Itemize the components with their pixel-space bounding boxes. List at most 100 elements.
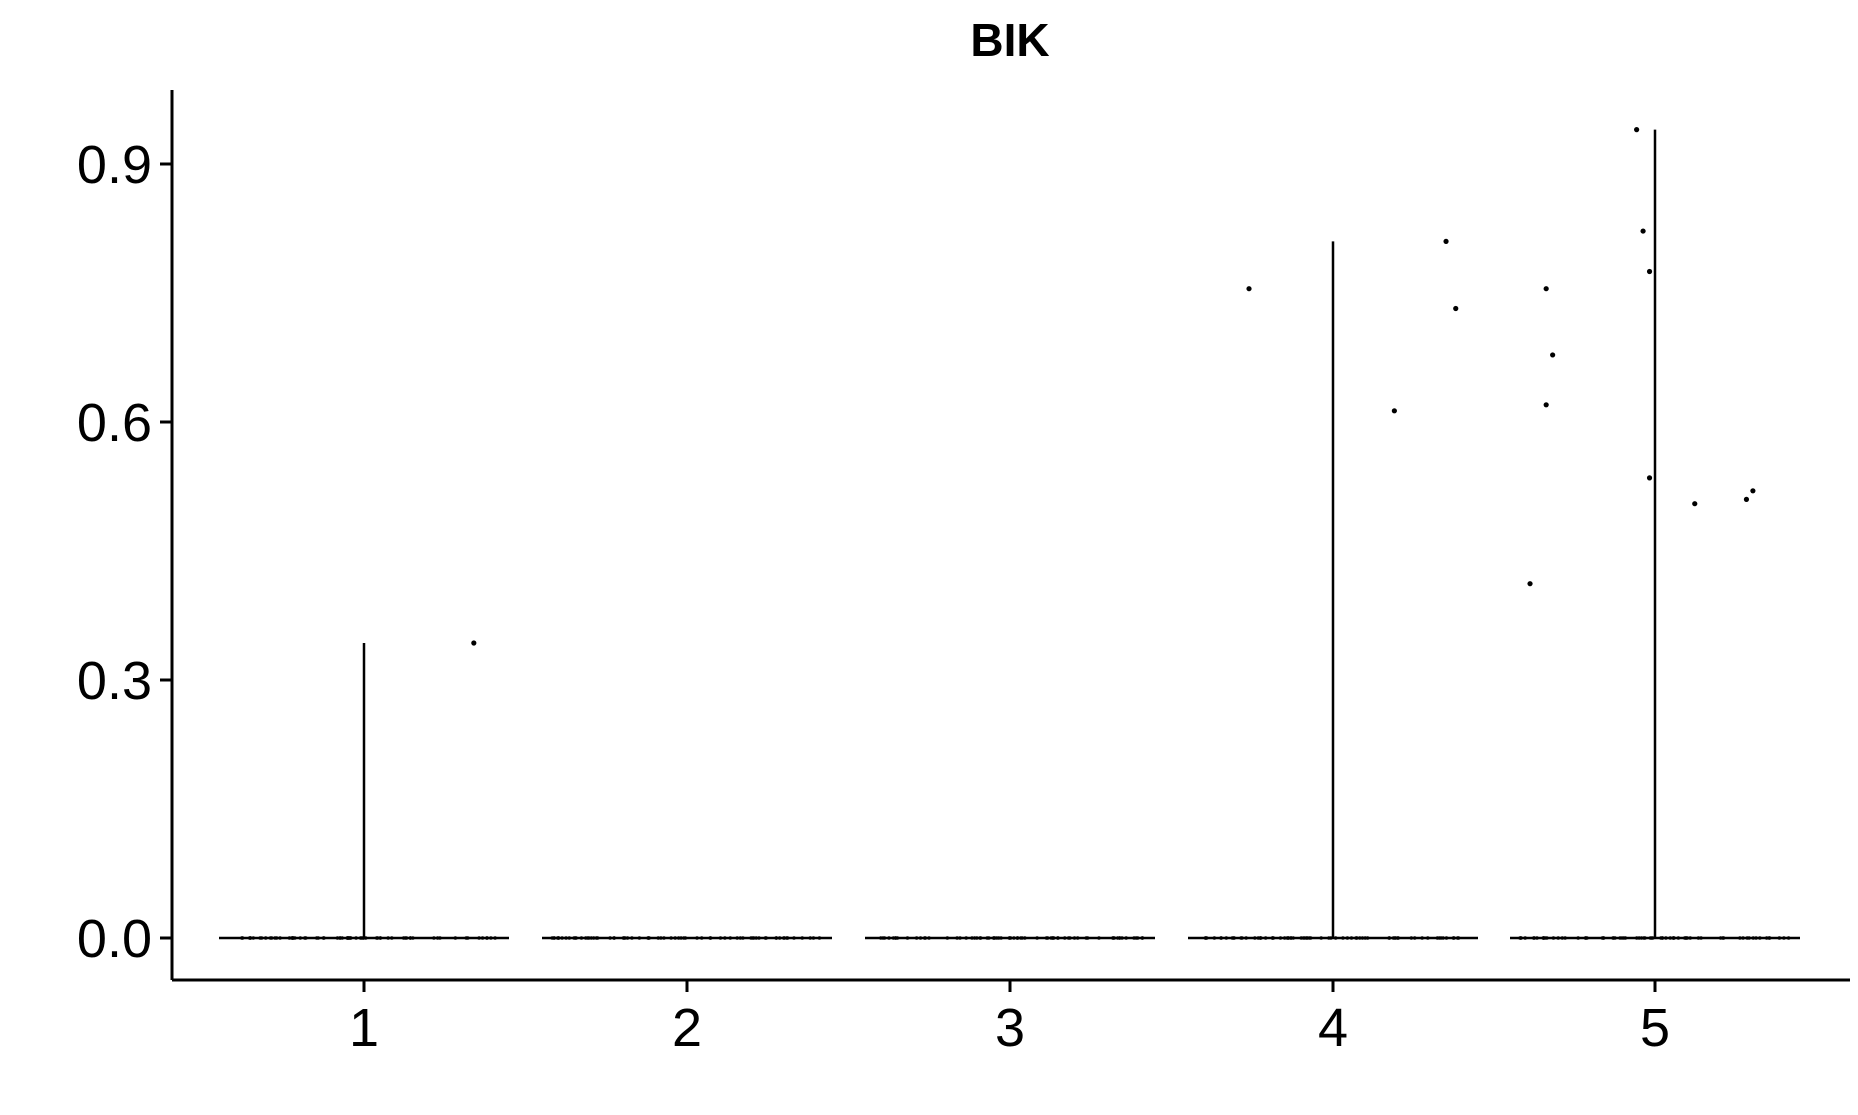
data-point <box>1409 936 1414 940</box>
data-point <box>1263 936 1268 940</box>
data-point <box>1618 936 1622 940</box>
data-point <box>583 936 588 940</box>
data-point <box>1751 936 1756 940</box>
data-point <box>673 936 677 940</box>
data-point <box>1387 936 1392 940</box>
data-point <box>970 936 974 940</box>
data-point <box>723 936 727 940</box>
data-point <box>1634 936 1639 940</box>
data-point <box>1286 936 1291 940</box>
data-point <box>1246 286 1252 292</box>
data-point <box>679 936 683 940</box>
data-point <box>914 936 919 940</box>
data-point <box>1556 936 1561 940</box>
data-point <box>978 936 982 940</box>
data-point <box>354 936 358 940</box>
y-tick-label: 0.0 <box>77 909 152 969</box>
data-point <box>1224 936 1229 940</box>
data-point <box>1299 936 1304 940</box>
data-point <box>1439 936 1443 940</box>
x-tick-label: 3 <box>995 998 1025 1058</box>
data-point <box>1676 936 1681 940</box>
data-point <box>401 936 406 940</box>
data-point <box>1688 936 1693 940</box>
data-point <box>1291 936 1296 940</box>
data-point <box>754 936 758 940</box>
data-point <box>1535 936 1539 940</box>
data-point <box>268 936 273 940</box>
data-point <box>1747 936 1751 940</box>
data-point <box>1062 936 1067 940</box>
data-point <box>792 936 796 940</box>
data-point <box>695 936 699 940</box>
x-tick-label: 4 <box>1318 998 1348 1058</box>
data-point <box>1543 286 1549 292</box>
data-point <box>728 936 733 940</box>
data-point <box>248 936 253 940</box>
data-point <box>259 936 264 940</box>
data-point <box>985 936 990 940</box>
data-point <box>1015 936 1020 940</box>
data-point <box>564 936 568 940</box>
data-point <box>477 936 481 940</box>
data-point <box>386 936 390 940</box>
x-tick-label: 5 <box>1640 998 1670 1058</box>
data-point <box>1278 936 1283 940</box>
data-point <box>1684 936 1688 940</box>
data-point <box>662 936 666 940</box>
data-point <box>1420 936 1424 940</box>
data-point <box>1550 352 1556 358</box>
data-point <box>800 936 805 940</box>
data-point <box>808 936 813 940</box>
data-point <box>1583 936 1588 940</box>
data-point <box>1391 936 1396 940</box>
data-point <box>708 936 713 940</box>
data-point <box>1764 936 1769 940</box>
data-point <box>1097 936 1101 940</box>
data-point <box>587 936 591 940</box>
data-point <box>1720 936 1725 940</box>
data-point <box>741 936 745 940</box>
y-tick-label: 0.9 <box>77 135 152 195</box>
data-point <box>579 936 584 940</box>
data-point <box>1640 228 1646 234</box>
data-point <box>480 936 485 940</box>
data-point <box>887 936 891 940</box>
data-point <box>1341 936 1345 940</box>
data-point <box>1767 936 1772 940</box>
data-point <box>560 936 564 940</box>
data-point <box>1020 936 1024 940</box>
data-point <box>1270 936 1275 940</box>
data-point <box>1072 936 1077 940</box>
data-point <box>1741 936 1745 940</box>
data-point <box>699 936 704 940</box>
data-point <box>1008 936 1013 940</box>
data-point <box>240 936 244 940</box>
data-point <box>612 936 616 940</box>
data-point <box>1444 936 1449 940</box>
data-point <box>1576 936 1580 940</box>
data-point <box>1527 581 1533 587</box>
data-point <box>378 936 383 940</box>
data-point <box>1412 936 1417 940</box>
data-point <box>555 936 560 940</box>
data-point <box>958 936 962 940</box>
data-point <box>1754 936 1758 940</box>
data-point <box>273 936 277 940</box>
data-point <box>817 936 822 940</box>
data-point <box>1786 936 1791 940</box>
data-point <box>1551 936 1556 940</box>
data-point <box>1068 936 1072 940</box>
data-point <box>1050 936 1055 940</box>
data-point <box>361 936 365 940</box>
data-point <box>573 936 578 940</box>
data-point <box>1519 936 1523 940</box>
x-tick-label: 1 <box>349 998 379 1058</box>
data-point <box>1124 936 1128 940</box>
data-point <box>1258 936 1262 940</box>
data-point <box>718 936 723 940</box>
data-point <box>471 640 477 646</box>
data-point <box>1035 936 1039 940</box>
data-point <box>1532 936 1537 940</box>
data-point <box>1443 238 1449 244</box>
